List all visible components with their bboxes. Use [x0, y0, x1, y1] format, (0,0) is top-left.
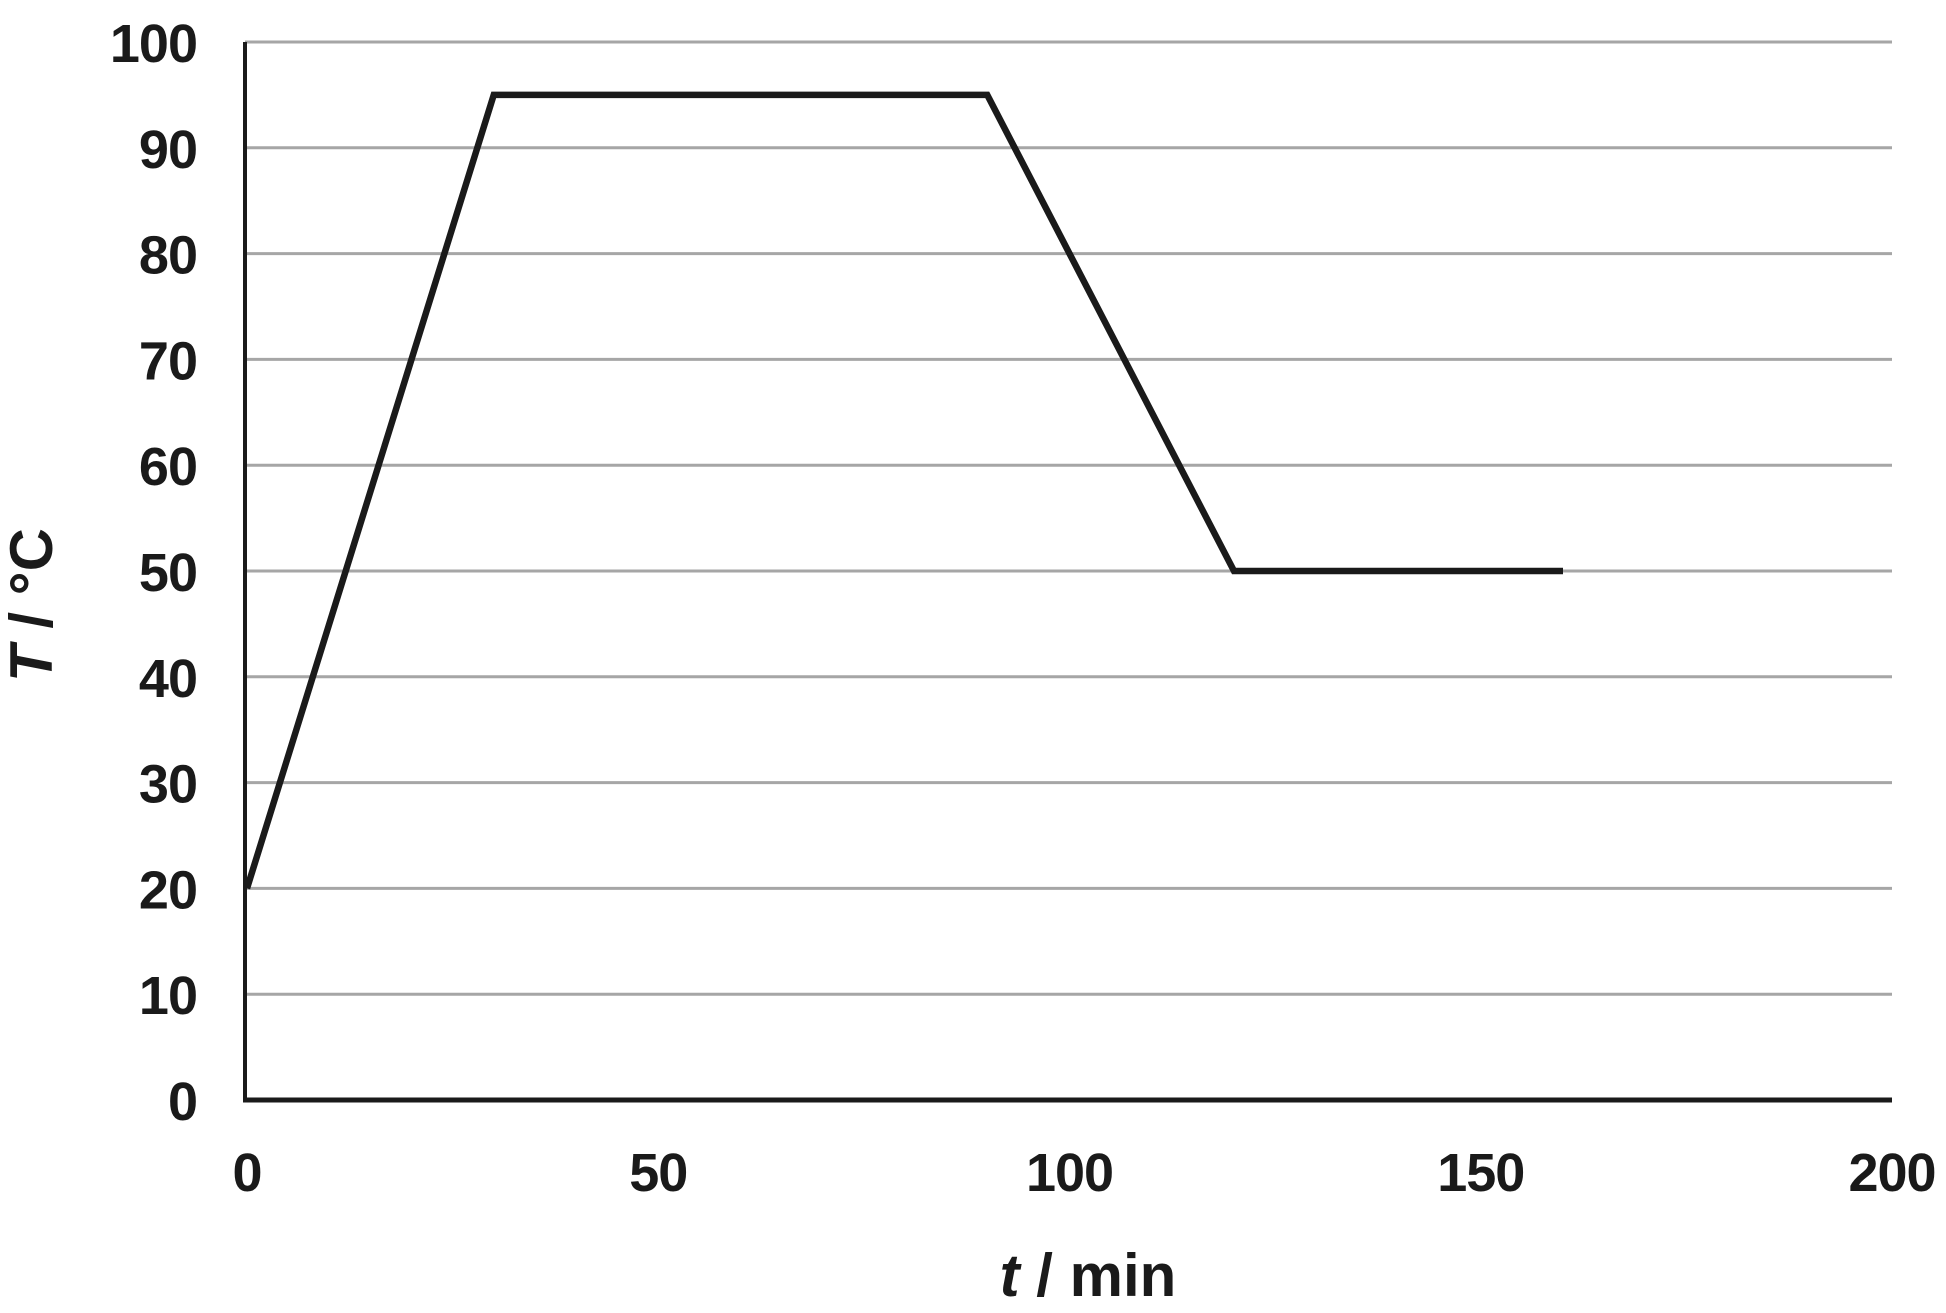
- y-tick-label-60: 60: [139, 437, 197, 497]
- y-tick-label-30: 30: [139, 755, 197, 815]
- axes-layer: [243, 42, 1892, 1103]
- x-tick-label-0: 0: [232, 1143, 261, 1203]
- series-layer: [243, 91, 1563, 890]
- y-tick-label-50: 50: [139, 543, 197, 603]
- y-tick-label-80: 80: [139, 226, 197, 286]
- x-tick-label-100: 100: [1026, 1143, 1113, 1203]
- tick-labels-layer: 0 10 20 30 40 50 60 70 80 90 100 0 50 100 150 200: [110, 14, 1937, 1203]
- y-tick-label-100: 100: [110, 14, 197, 74]
- y-tick-label-0: 0: [168, 1072, 197, 1132]
- y-tick-label-70: 70: [139, 331, 197, 391]
- x-tick-label-150: 150: [1437, 1143, 1524, 1203]
- x-tick-label-50: 50: [629, 1143, 687, 1203]
- x-axis-variable: t: [1000, 1242, 1023, 1309]
- y-tick-label-20: 20: [139, 860, 197, 920]
- x-axis-unit: / min: [1020, 1242, 1177, 1309]
- y-axis-variable: T: [0, 641, 65, 682]
- x-axis-title: t / min: [1000, 1242, 1177, 1309]
- y-tick-label-90: 90: [139, 120, 197, 180]
- gridlines-layer: [245, 40, 1892, 1102]
- y-axis-unit: / °C: [0, 528, 65, 645]
- y-tick-label-40: 40: [139, 649, 197, 709]
- x-tick-label-200: 200: [1848, 1143, 1935, 1203]
- temperature-profile-line: [243, 91, 1563, 890]
- y-axis-title: T / °C: [0, 528, 65, 682]
- y-tick-label-10: 10: [139, 966, 197, 1026]
